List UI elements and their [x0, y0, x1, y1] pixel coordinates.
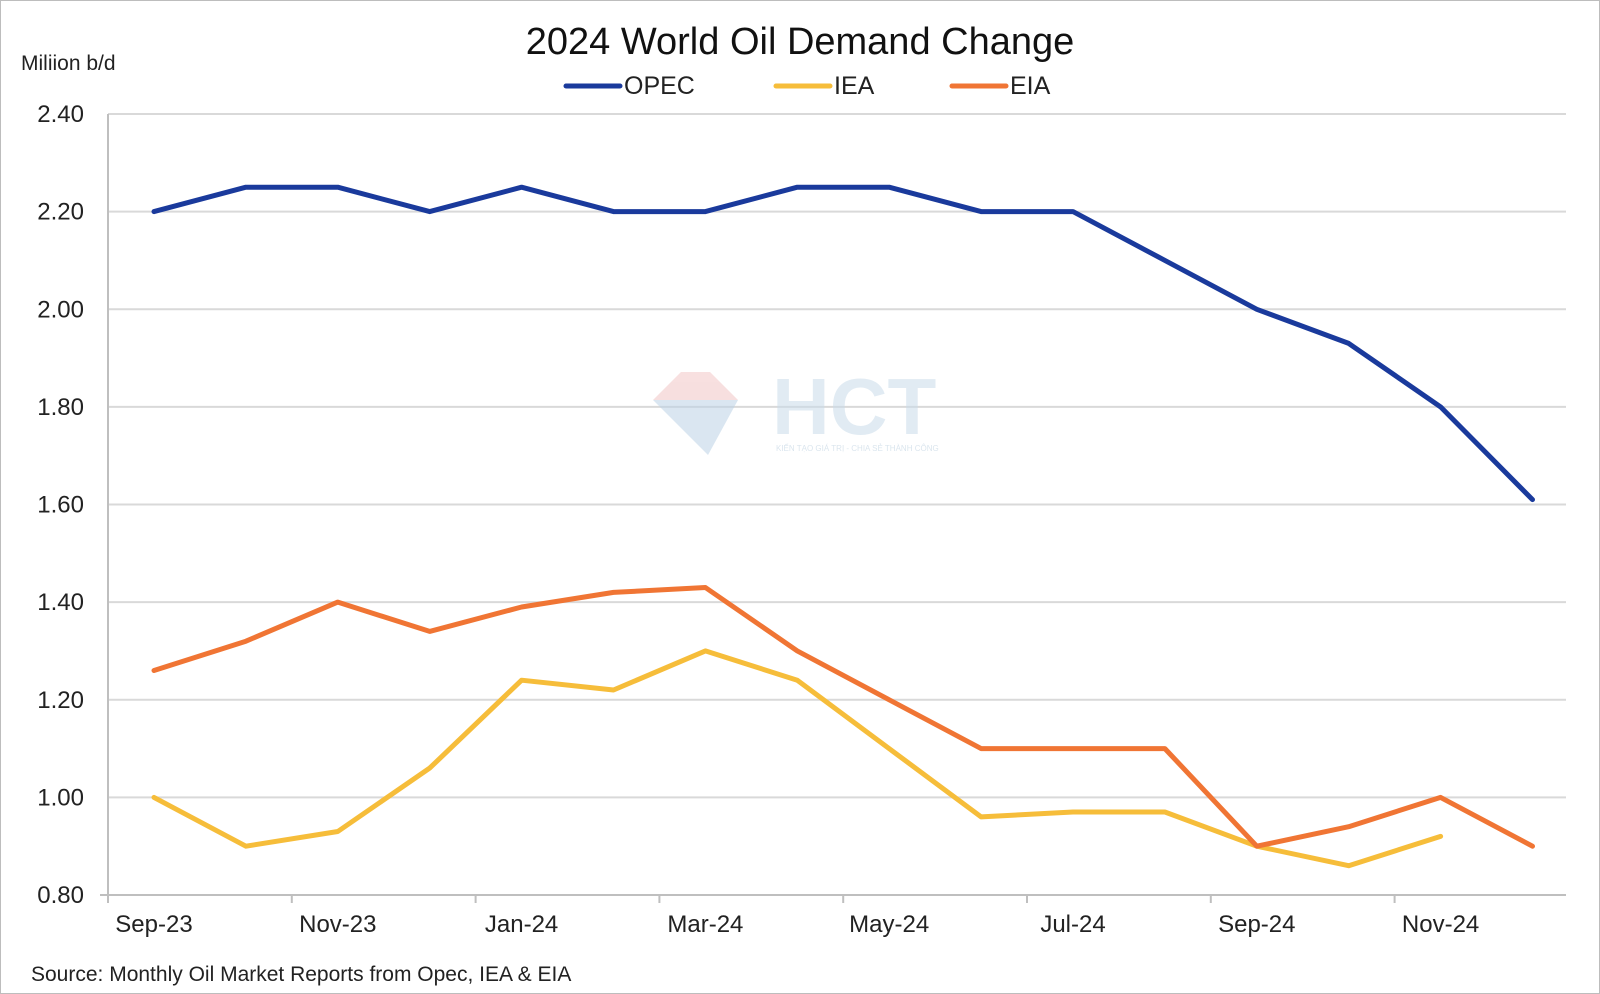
watermark-tagline: KIẾN TẠO GIÁ TRỊ - CHIA SẺ THÀNH CÔNG [776, 443, 939, 453]
watermark-logo-text: HCT [772, 362, 937, 451]
x-tick-label: Mar-24 [667, 911, 743, 938]
y-tick-label: 1.80 [37, 394, 84, 421]
y-tick-label: 1.00 [37, 784, 84, 811]
legend-label-eia: EIA [1010, 72, 1051, 100]
x-tick-label: Nov-24 [1402, 911, 1479, 938]
watermark-logo-shape-blue [653, 400, 738, 455]
x-tick-label: Sep-24 [1218, 911, 1295, 938]
y-tick-label: 0.80 [37, 882, 84, 909]
gridlines [108, 113, 1566, 799]
y-tick-label: 2.20 [37, 199, 84, 226]
series-line-eia [151, 585, 1535, 849]
y-tick-label: 1.20 [37, 687, 84, 714]
watermark-logo-shape-red [653, 372, 738, 400]
chart-title: 2024 World Oil Demand Change [526, 21, 1075, 63]
series-line-opec [151, 184, 1535, 503]
legend-label-opec: OPEC [624, 72, 695, 100]
x-tick-label: Nov-23 [299, 911, 376, 938]
source-note: Source: Monthly Oil Market Reports from … [31, 963, 571, 986]
series-layer [151, 184, 1535, 869]
x-tick-label: Jan-24 [485, 911, 558, 938]
tick-labels: 0.80 1.00 1.20 1.40 1.60 1.80 2.00 2.20 2.40 Sep-… [37, 101, 1479, 938]
hct-watermark: HCT KIẾN TẠO GIÁ TRỊ - CHIA SẺ THÀNH CÔN… [653, 362, 939, 455]
y-tick-label: 1.40 [37, 589, 84, 616]
x-tick-label: Jul-24 [1040, 911, 1105, 938]
series-line-iea [151, 648, 1444, 869]
x-tick-label: Sep-23 [115, 911, 192, 938]
y-tick-label: 2.00 [37, 296, 84, 323]
y-axis-unit-label: Miliion b/d [21, 52, 116, 75]
legend-label-iea: IEA [834, 72, 875, 100]
x-tick-label: May-24 [849, 911, 929, 938]
y-tick-label: 1.60 [37, 492, 84, 519]
axes [100, 114, 1566, 903]
legend: OPEC IEA EIA [563, 72, 1051, 100]
y-tick-label: 2.40 [37, 101, 84, 128]
